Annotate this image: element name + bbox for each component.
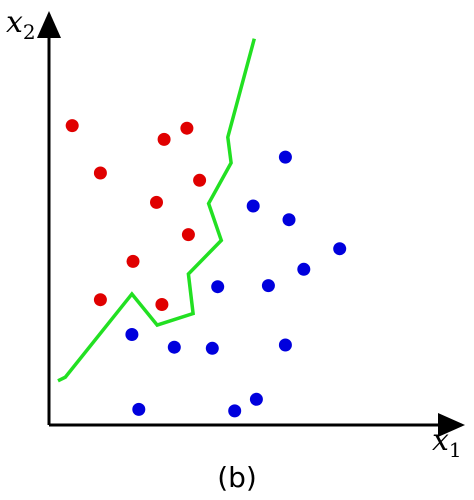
x-axis-label: x1 [432,423,462,462]
red-point [181,228,195,242]
blue-point [249,392,263,406]
blue-point [228,404,242,418]
red-point [180,121,194,135]
blue-point [278,338,292,352]
figure-caption: (b) [217,461,257,494]
blue-point [246,199,260,213]
blue-point [125,328,139,341]
blue-point [333,242,347,256]
blue-point [282,213,296,227]
blue-point [132,402,146,416]
red-point [157,132,171,146]
red-point [93,293,107,307]
plot-marks [57,38,347,418]
red-point [150,195,163,209]
red-point [193,173,207,187]
blue-point [211,280,225,294]
red-point [155,298,169,311]
red-point [126,254,140,268]
red-point [65,119,79,133]
blue-point [278,150,292,164]
red-point [93,166,107,180]
y-axis-label: x2 [6,5,36,44]
axes [37,11,465,437]
blue-point [261,279,275,293]
blue-point [205,341,219,355]
blue-point [297,262,311,276]
blue-point [167,340,181,354]
decision-boundary-line [57,38,256,383]
